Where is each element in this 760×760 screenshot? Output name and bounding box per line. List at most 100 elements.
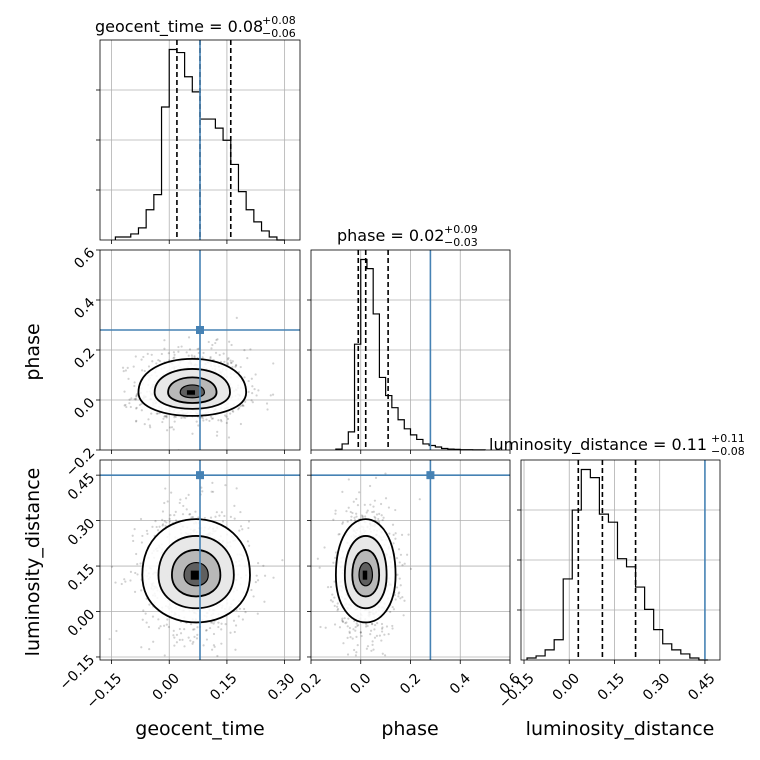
sample-point: [271, 393, 275, 396]
sample-point: [180, 345, 183, 348]
sample-point: [360, 514, 364, 517]
sample-point: [147, 365, 151, 368]
sample-point: [392, 608, 396, 611]
sample-point: [237, 408, 240, 411]
sample-point: [373, 499, 377, 502]
sample-point: [172, 357, 175, 360]
sample-point: [399, 553, 403, 556]
sample-point: [226, 417, 230, 420]
sample-point: [251, 385, 254, 388]
sample-point: [349, 510, 352, 514]
scatter-panel-phase-vs-geocent-time: −0.2 0.0 0.2 0.4 0.6: [63, 245, 301, 480]
sample-point: [166, 500, 169, 503]
scatter-panel-luminosity-distance-vs-geocent-time: −0.15 0.00 0.15 0.30−0.150.000.150.300.45: [57, 459, 301, 712]
sample-point: [110, 565, 114, 568]
y-tick-label: −0.15: [57, 652, 99, 694]
sample-point: [108, 637, 111, 641]
sample-point: [124, 580, 127, 583]
sample-point: [187, 636, 190, 639]
y-tick-label: 0.4: [71, 295, 98, 322]
sample-point: [133, 528, 136, 531]
sample-point: [202, 644, 205, 647]
scatter-panel-luminosity-distance-vs-phase: −0.2 0.0 0.2 0.4 0.6: [289, 459, 524, 706]
sample-point: [243, 376, 246, 379]
sample-point: [135, 407, 138, 410]
sample-point: [373, 515, 376, 518]
sample-point: [220, 420, 223, 423]
sample-point: [396, 573, 399, 576]
sample-point: [166, 618, 169, 621]
sample-point: [324, 626, 327, 629]
svg-text:luminosity_distance = 0.11: luminosity_distance = 0.11: [489, 435, 707, 455]
sample-point: [135, 393, 138, 396]
sample-point: [172, 629, 175, 632]
sample-point: [376, 622, 379, 625]
sample-point: [359, 631, 363, 634]
sample-point: [371, 622, 374, 625]
sample-point: [234, 364, 238, 367]
sample-point: [197, 516, 200, 519]
sample-point: [146, 352, 149, 355]
sample-point: [210, 621, 214, 624]
sample-point: [155, 362, 158, 365]
sample-point: [398, 591, 401, 594]
sample-point: [370, 623, 374, 626]
sample-point: [157, 618, 160, 621]
sample-point: [361, 516, 364, 519]
sample-point: [350, 515, 353, 518]
sample-point: [165, 415, 168, 418]
sample-point: [184, 416, 187, 419]
sample-point: [256, 579, 260, 582]
sample-point: [192, 640, 195, 644]
sample-point: [175, 641, 179, 644]
sample-point: [319, 625, 322, 629]
sample-point: [216, 430, 219, 433]
sample-point: [209, 357, 212, 360]
sample-point: [158, 525, 161, 528]
sample-point: [210, 347, 213, 350]
title-geocent-time: geocent_time = 0.08 +0.08 −0.06: [95, 14, 296, 40]
sample-point: [165, 414, 168, 418]
sample-point: [403, 562, 406, 565]
sample-point: [152, 640, 155, 643]
sample-point: [353, 648, 356, 652]
sample-point: [229, 515, 232, 519]
sample-point: [193, 355, 196, 358]
sample-point: [222, 352, 225, 355]
sample-point: [205, 638, 209, 641]
sample-point: [174, 510, 177, 513]
sample-point: [400, 533, 404, 536]
sample-point: [200, 486, 203, 489]
sample-point: [211, 343, 214, 347]
sample-point: [133, 384, 136, 388]
sample-point: [374, 516, 377, 520]
sample-point: [151, 615, 155, 618]
sample-point: [218, 353, 221, 357]
sample-point: [398, 561, 401, 564]
truth-marker: [426, 471, 435, 480]
sample-point: [399, 597, 402, 600]
sample-point: [131, 534, 134, 537]
sample-point: [174, 415, 178, 418]
sample-point: [161, 510, 165, 513]
density-peak: [186, 390, 195, 395]
sample-point: [252, 595, 255, 598]
sample-point: [175, 633, 179, 636]
scatter-area: [311, 460, 510, 660]
xlabel-luminosity-distance: luminosity_distance: [526, 718, 715, 740]
sample-point: [173, 420, 176, 423]
sample-point: [205, 628, 208, 632]
sample-point: [251, 661, 253, 663]
y-tick-label: 0.30: [65, 516, 98, 549]
sample-point: [316, 557, 319, 560]
sample-point: [144, 612, 147, 615]
sample-point: [163, 415, 166, 418]
sample-point: [145, 621, 148, 624]
sample-point: [132, 365, 135, 368]
sample-point: [250, 588, 253, 592]
sample-point: [341, 620, 344, 623]
sample-point: [342, 620, 345, 623]
sample-point: [338, 626, 342, 629]
sample-point: [272, 576, 275, 579]
sample-point: [209, 415, 213, 418]
